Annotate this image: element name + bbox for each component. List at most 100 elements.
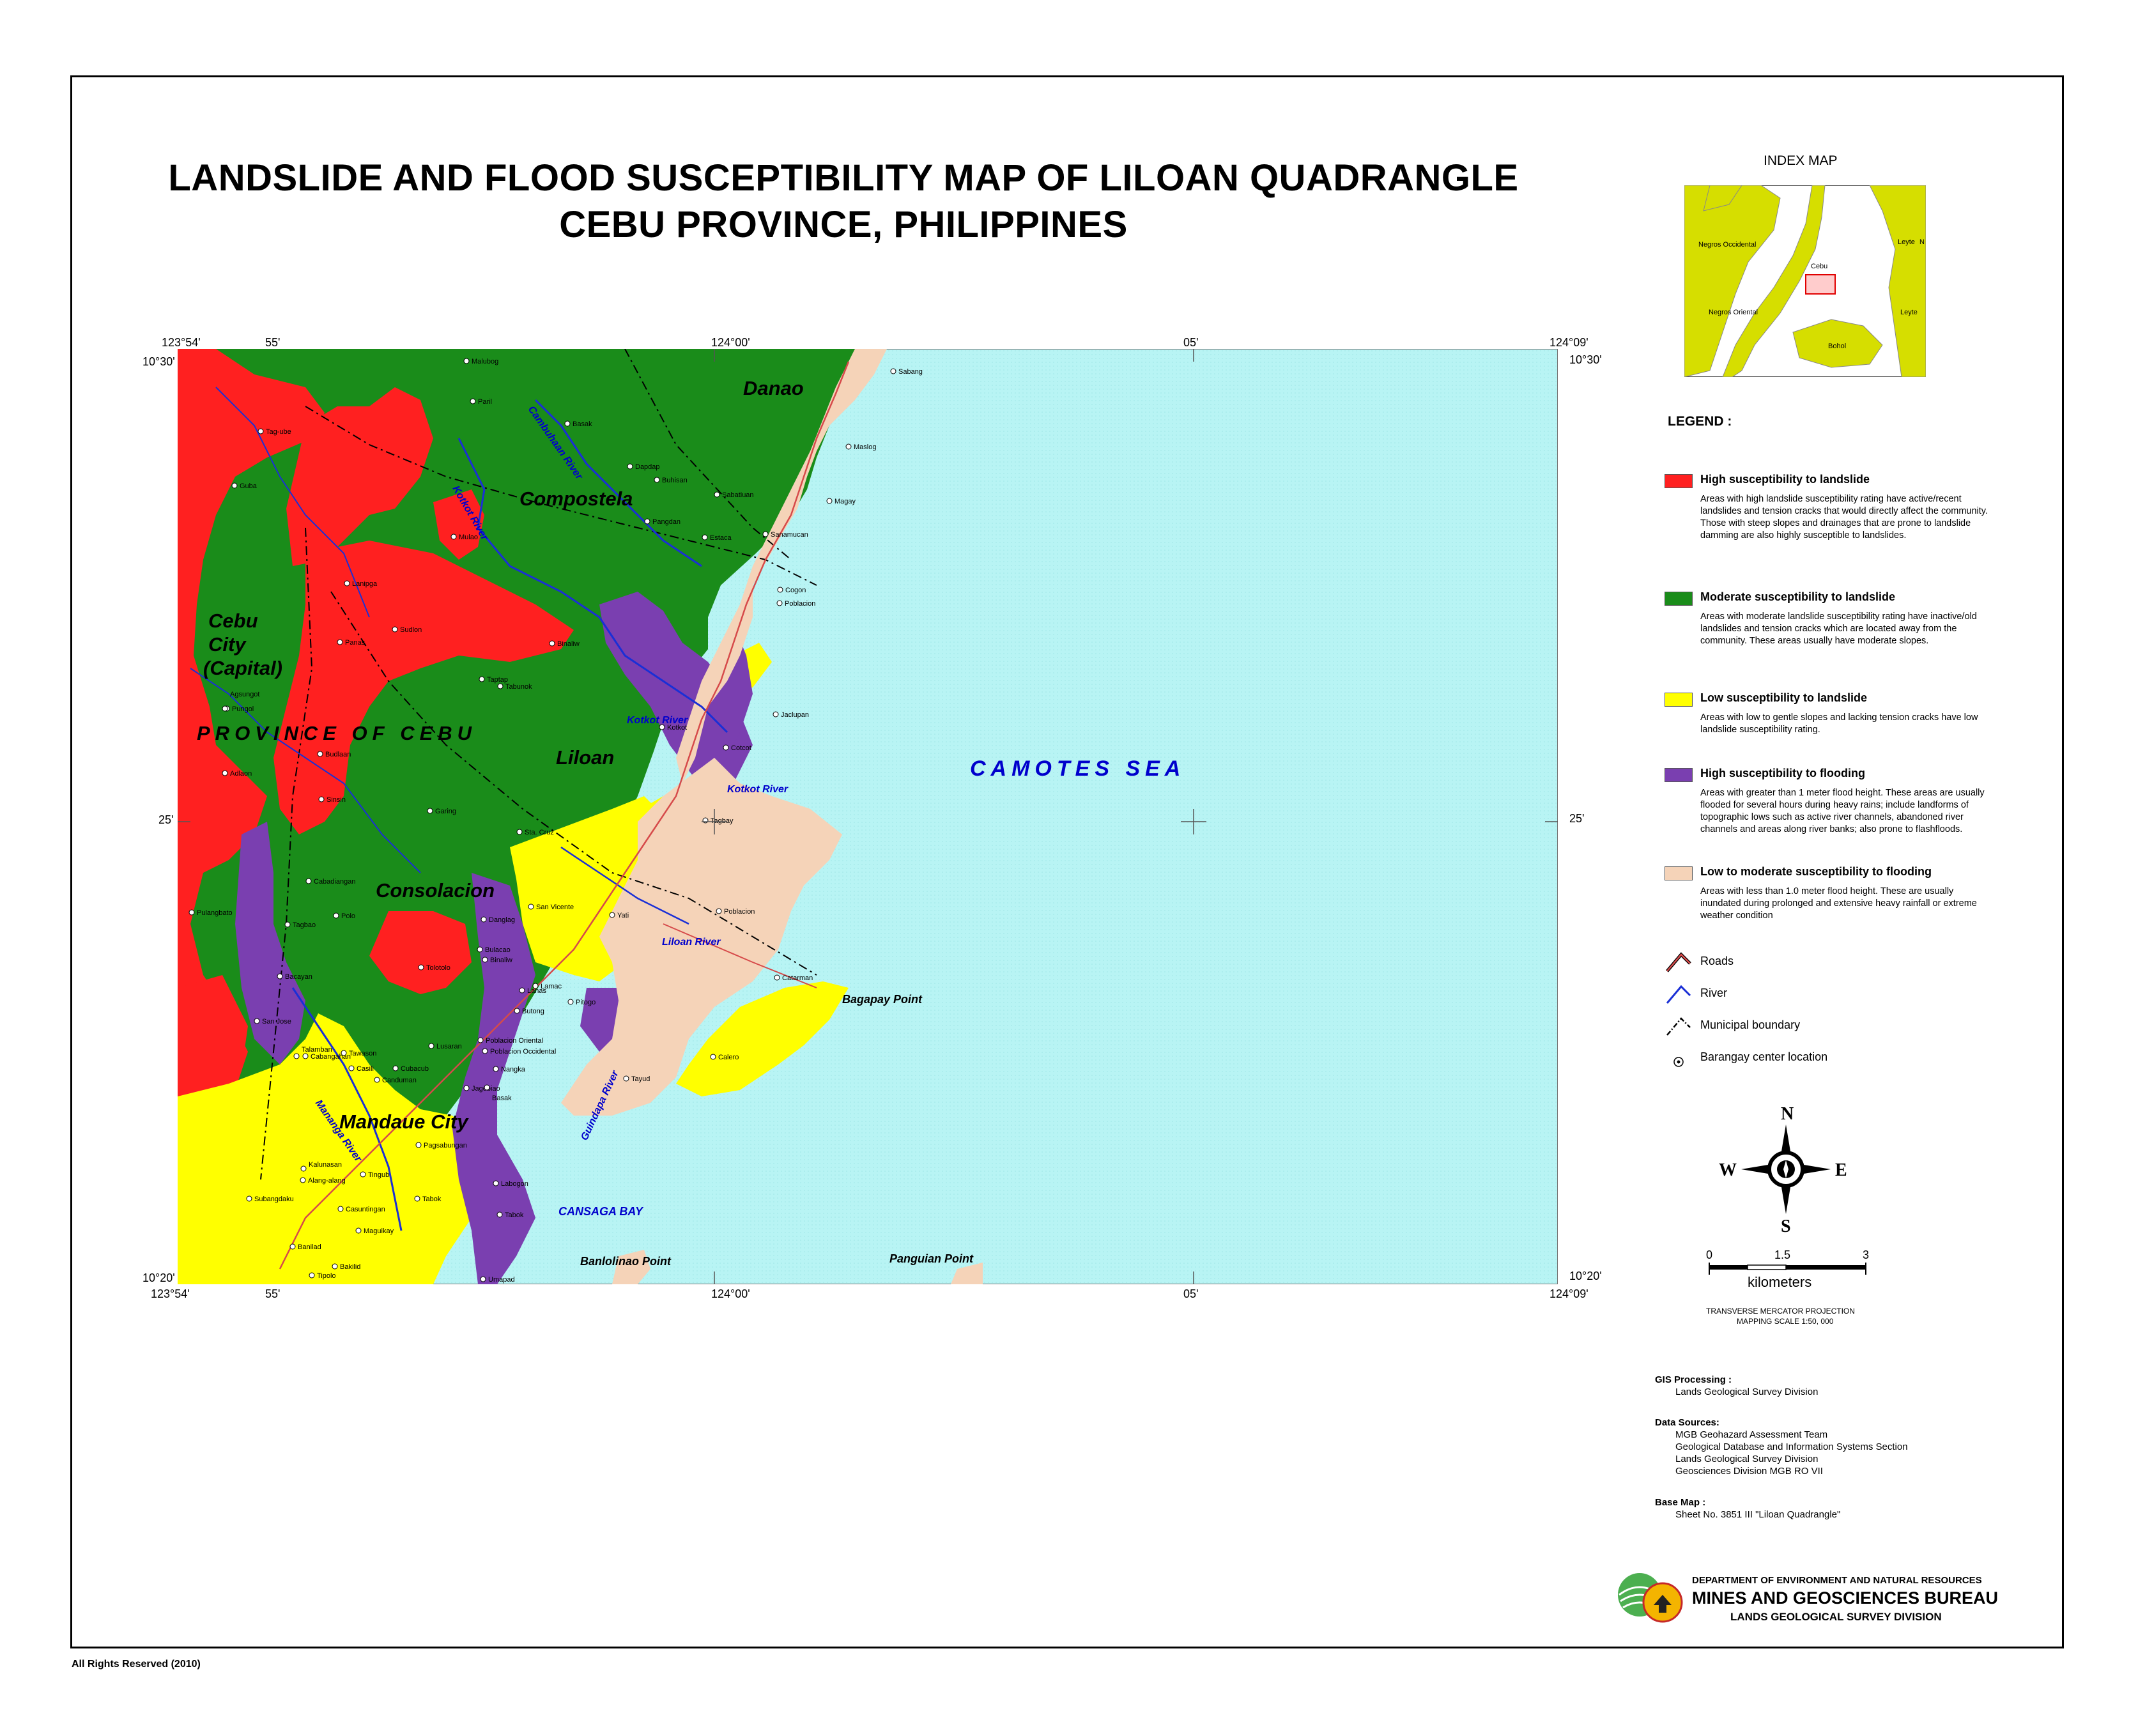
denr-mgb-logo-icon: [1618, 1573, 1683, 1623]
road-icon: [1666, 952, 1691, 972]
brgy-pitogo: Pitogo: [576, 999, 596, 1006]
label-liloan: Liloan: [556, 746, 614, 769]
compass-n: N: [1781, 1105, 1794, 1124]
compass-e: E: [1835, 1160, 1847, 1180]
municipal-boundary: [260, 527, 313, 1180]
brgy-lamac: Lamac: [541, 983, 562, 990]
legend-item-desc: Areas with less than 1.0 meter flood hei…: [1700, 886, 1977, 921]
legend-swatch-peach: [1665, 866, 1693, 880]
land-high-flooding-west: [235, 822, 305, 1064]
brgy-cabadiangan: Cabadiangan: [314, 878, 355, 886]
label-banlolinao-point: Banlolinao Point: [580, 1255, 672, 1268]
coord-left-1: 25': [158, 813, 174, 826]
coord-left-2: 10°20': [142, 1271, 175, 1284]
river-icon: [1666, 985, 1691, 1004]
brgy-tabunok: Tabunok: [505, 683, 532, 691]
coord-bottom-2: 124°00': [711, 1287, 750, 1300]
brgy-estaca: Estaca: [710, 534, 732, 542]
legend-item-high-landslide: High susceptibility to landslide Areas w…: [1665, 473, 1997, 576]
brgy-catarman: Catarman: [782, 974, 813, 982]
label-bagapay-point: Bagapay Point: [842, 993, 923, 1006]
brgy-sanamucan: Sanamucan: [771, 531, 808, 539]
brgy-paril: Paril: [478, 398, 492, 406]
brgy-poblacion-2: Poblacion: [724, 908, 755, 916]
brgy-cogon: Cogon: [785, 587, 806, 594]
compass-s: S: [1781, 1217, 1791, 1233]
credits-source-line: MGB Geohazard Assessment Team: [1675, 1429, 1828, 1440]
mananga-river: [291, 987, 403, 1231]
label-consolacion: Consolacion: [376, 879, 495, 902]
brgy-magay: Magay: [834, 498, 856, 505]
brgy-yati: Yati: [617, 912, 629, 919]
label-compostela: Compostela: [519, 488, 633, 510]
coord-top-4: 124°09': [1550, 336, 1588, 349]
brgy-sinsin: Sinsin: [327, 796, 346, 804]
brgy-san-jose: San Jose: [262, 1018, 291, 1025]
compass-w: W: [1719, 1160, 1737, 1180]
brgy-maguikay: Maguikay: [364, 1227, 394, 1235]
legend-item-high-flooding: High susceptibility to flooding Areas wi…: [1665, 767, 1997, 857]
brgy-lanas: Lanas: [527, 987, 546, 995]
label-kotkot-river-2: Kotkot River: [727, 784, 788, 795]
credits-source-line: Lands Geological Survey Division: [1675, 1454, 1819, 1464]
index-label-cebu: Cebu: [1811, 263, 1827, 270]
brgy-malubog: Malubog: [472, 358, 498, 365]
label-capital: (Capital): [203, 657, 282, 679]
brgy-polo: Polo: [341, 912, 355, 920]
brgy-maslog: Maslog: [854, 443, 876, 451]
brgy-danglag: Danglag: [489, 916, 515, 924]
credits-base-line: Sheet No. 3851 III "Liloan Quadrangle": [1675, 1509, 1841, 1520]
legend-item-desc: Areas with high landslide susceptibility…: [1700, 494, 1988, 541]
label-camotes-sea: CAMOTES SEA: [970, 757, 1185, 781]
brgy-bakilid: Bakilid: [340, 1263, 360, 1271]
susceptibility-map[interactable]: Danao Compostela Liloan Consolacion Mand…: [178, 349, 1558, 1284]
brgy-bulacao: Bulacao: [485, 946, 511, 954]
brgy-pungol: Pungol: [232, 705, 254, 713]
coord-bottom-4: 124°09': [1550, 1287, 1588, 1300]
legend-item-low-mod-flooding: Low to moderate susceptibility to floodi…: [1665, 865, 1997, 937]
brgy-kalunasan: Kalunasan: [309, 1161, 342, 1169]
brgy-sudlon: Sudlon: [400, 626, 422, 634]
brgy-binaliw: Binaliw: [557, 640, 580, 648]
scale-tick-0: 0: [1706, 1248, 1712, 1261]
coastal-road: [279, 361, 850, 1270]
coord-right-1: 25': [1569, 812, 1585, 825]
brgy-pagsabungan: Pagsabungan: [424, 1142, 467, 1149]
brgy-tag-ube: Tag-ube: [266, 428, 291, 436]
coord-top-3: 05': [1183, 336, 1199, 349]
brgy-cotcot: Cotcot: [731, 744, 751, 752]
cambuhaan-river: [534, 399, 702, 567]
land-high-landslide-mid: [273, 541, 574, 834]
brgy-tabok: Tabok: [422, 1195, 442, 1203]
credits-gis: GIS Processing : Lands Geological Survey…: [1655, 1374, 1818, 1398]
brgy-tipolo: Tipolo: [317, 1272, 336, 1280]
land-low-landslide-southwest: [178, 1013, 484, 1284]
legend-swatch-red: [1665, 474, 1693, 488]
brgy-canduman: Canduman: [382, 1077, 417, 1084]
legend-item-desc: Areas with moderate landslide susceptibi…: [1700, 611, 1977, 646]
grid-ticks: [178, 349, 1558, 1284]
projection-label: TRANSVERSE MERCATOR PROJECTION: [1706, 1307, 1855, 1316]
brgy-sta-cruz: Sta. Cruz: [525, 829, 554, 836]
brgy-cabangahan: Cabangahan: [311, 1053, 351, 1061]
credits-gis-line: Lands Geological Survey Division: [1675, 1386, 1819, 1397]
label-kotkot-river: Kotkot River: [627, 715, 688, 726]
brgy-subangdaku: Subangdaku: [254, 1195, 294, 1203]
brgy-tagbay: Tagbay: [711, 817, 734, 825]
rights-notice: All Rights Reserved (2010): [72, 1659, 201, 1670]
scale-unit: kilometers: [1748, 1274, 1811, 1290]
brgy-kotkot: Kotkot: [667, 724, 687, 732]
coord-left-0: 10°30': [142, 355, 175, 368]
legend-item-title: High susceptibility to flooding: [1700, 767, 1865, 780]
credits-gis-head: GIS Processing :: [1655, 1374, 1732, 1385]
legend-swatch-yellow: [1665, 693, 1693, 707]
agency-bureau: MINES AND GEOSCIENCES BUREAU: [1692, 1588, 1999, 1608]
legend-item-title: Moderate susceptibility to landslide: [1700, 590, 1896, 603]
brgy-basak-2: Basak: [492, 1095, 512, 1102]
land-high-landslide-center: [286, 387, 433, 566]
brgy-panas: Panas: [345, 639, 365, 647]
barangay-markers: Sabang Maslog Magay Sanamucan Poblacion …: [188, 358, 923, 1284]
index-label-n: N: [1919, 238, 1925, 246]
legend-symbol-label: Roads: [1700, 955, 1734, 967]
brgy-lusaran: Lusaran: [436, 1043, 462, 1050]
